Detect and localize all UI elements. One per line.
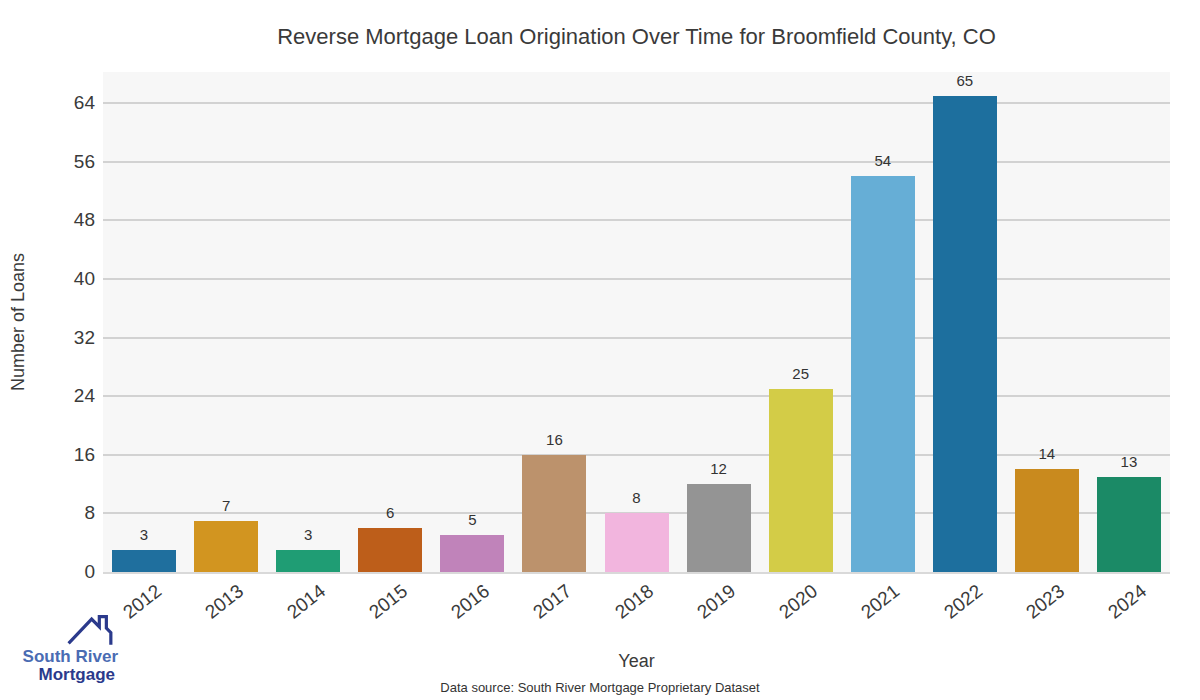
xtick-label-2013: 2013 (201, 580, 248, 623)
y-axis-tick-labels: 0816243240485664 (0, 72, 95, 572)
x-axis-title: Year (103, 651, 1170, 672)
bar-2021 (851, 176, 915, 572)
bar-2024 (1097, 477, 1161, 572)
xtick-label-2012: 2012 (119, 580, 166, 623)
bar-value-label-2023: 14 (1039, 445, 1056, 462)
bar-2015 (358, 528, 422, 572)
xtick-label-2017: 2017 (529, 580, 576, 623)
bar-2018 (605, 513, 669, 572)
ytick-label-40: 40 (74, 268, 95, 290)
plot-area: 37365168122554651413 (103, 72, 1170, 574)
bar-value-label-2013: 7 (222, 497, 230, 514)
bar-2013 (194, 521, 258, 572)
xtick-label-2015: 2015 (365, 580, 412, 623)
xtick-label-2021: 2021 (857, 580, 904, 623)
bar-2019 (687, 484, 751, 572)
chart-canvas: Reverse Mortgage Loan Origination Over T… (0, 0, 1200, 700)
gridline-y48 (103, 219, 1170, 221)
xtick-label-2022: 2022 (939, 580, 986, 623)
bar-2012 (112, 550, 176, 572)
xtick-label-2019: 2019 (693, 580, 740, 623)
bar-2020 (769, 389, 833, 572)
gridline-y64 (103, 102, 1170, 104)
bar-2017 (522, 455, 586, 572)
ytick-label-16: 16 (74, 444, 95, 466)
bar-2022 (933, 96, 997, 572)
logo-text-line1: South River (14, 647, 118, 667)
bar-2016 (440, 535, 504, 572)
gridline-y56 (103, 161, 1170, 163)
ytick-label-64: 64 (74, 92, 95, 114)
bar-value-label-2012: 3 (140, 526, 148, 543)
house-roof-icon (66, 614, 116, 646)
bar-value-label-2014: 3 (304, 526, 312, 543)
xtick-label-2023: 2023 (1022, 580, 1069, 623)
data-source-note: Data source: South River Mortgage Propri… (0, 680, 1200, 695)
ytick-label-24: 24 (74, 385, 95, 407)
xtick-label-2018: 2018 (611, 580, 658, 623)
xtick-label-2014: 2014 (283, 580, 330, 623)
ytick-label-56: 56 (74, 151, 95, 173)
company-logo: South River Mortgage (14, 614, 118, 685)
bar-value-label-2018: 8 (632, 489, 640, 506)
ytick-label-48: 48 (74, 209, 95, 231)
ytick-label-0: 0 (84, 561, 95, 583)
bar-value-label-2024: 13 (1121, 453, 1138, 470)
gridline-y32 (103, 337, 1170, 339)
ytick-label-8: 8 (84, 502, 95, 524)
bar-2023 (1015, 469, 1079, 572)
bar-value-label-2015: 6 (386, 504, 394, 521)
chart-title: Reverse Mortgage Loan Origination Over T… (103, 24, 1170, 50)
gridline-y40 (103, 278, 1170, 280)
gridline-y24 (103, 395, 1170, 397)
bar-value-label-2021: 54 (874, 152, 891, 169)
bar-value-label-2019: 12 (710, 460, 727, 477)
bar-value-label-2016: 5 (468, 511, 476, 528)
x-axis-tick-labels: 2012 2013 2014 2015 2016 2017 2018 2019 2020 2021… (103, 578, 1170, 628)
xtick-label-2020: 2020 (775, 580, 822, 623)
bar-value-label-2022: 65 (956, 72, 973, 89)
xtick-label-2016: 2016 (447, 580, 494, 623)
bar-value-label-2020: 25 (792, 365, 809, 382)
xtick-label-2024: 2024 (1104, 580, 1151, 623)
gridline-y16 (103, 454, 1170, 456)
bar-value-label-2017: 16 (546, 431, 563, 448)
ytick-label-32: 32 (74, 327, 95, 349)
bar-2014 (276, 550, 340, 572)
